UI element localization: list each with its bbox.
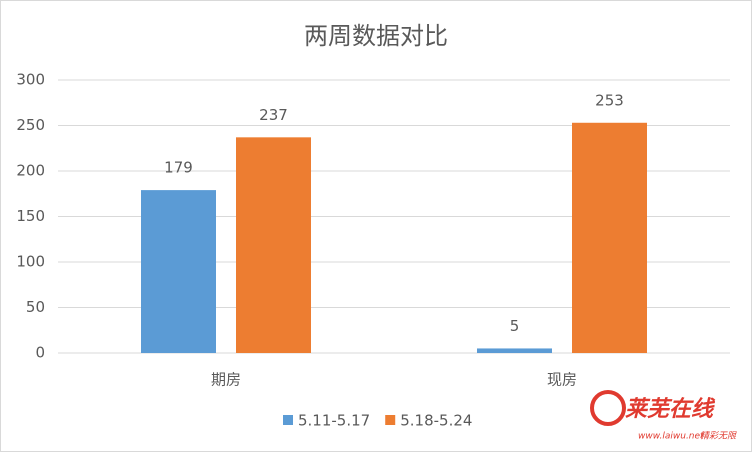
legend-swatch bbox=[283, 415, 293, 425]
y-tick-label: 0 bbox=[35, 344, 45, 362]
y-tick-label: 100 bbox=[16, 253, 45, 271]
legend-swatch bbox=[385, 415, 396, 425]
watermark-name: 莱芜在线 bbox=[625, 397, 716, 422]
bar bbox=[141, 190, 216, 353]
bar bbox=[236, 137, 311, 353]
y-tick-label: 250 bbox=[16, 116, 45, 134]
bar bbox=[572, 122, 647, 354]
y-tick-label: 300 bbox=[16, 71, 45, 89]
legend-label: 5.11-5.17 bbox=[298, 412, 370, 430]
watermark-url: www.laiwu.net bbox=[638, 432, 704, 442]
chart-title: 两周数据对比 bbox=[304, 22, 448, 50]
watermark: 莱芜在线 www.laiwu.net 精彩无限 bbox=[590, 390, 737, 442]
data-label: 179 bbox=[164, 159, 193, 177]
data-label: 5 bbox=[510, 317, 520, 335]
bar bbox=[477, 348, 552, 353]
watermark-slogan: 精彩无限 bbox=[700, 431, 737, 442]
data-label: 253 bbox=[595, 91, 624, 109]
y-tick-label: 200 bbox=[16, 162, 45, 180]
x-tick-label: 期房 bbox=[211, 371, 241, 389]
legend-label: 5.18-5.24 bbox=[400, 412, 472, 430]
y-tick-label: 50 bbox=[26, 298, 45, 316]
watermark-logo bbox=[590, 390, 626, 426]
y-tick-label: 150 bbox=[16, 207, 45, 225]
data-label: 237 bbox=[259, 106, 288, 124]
x-tick-label: 现房 bbox=[547, 371, 577, 389]
